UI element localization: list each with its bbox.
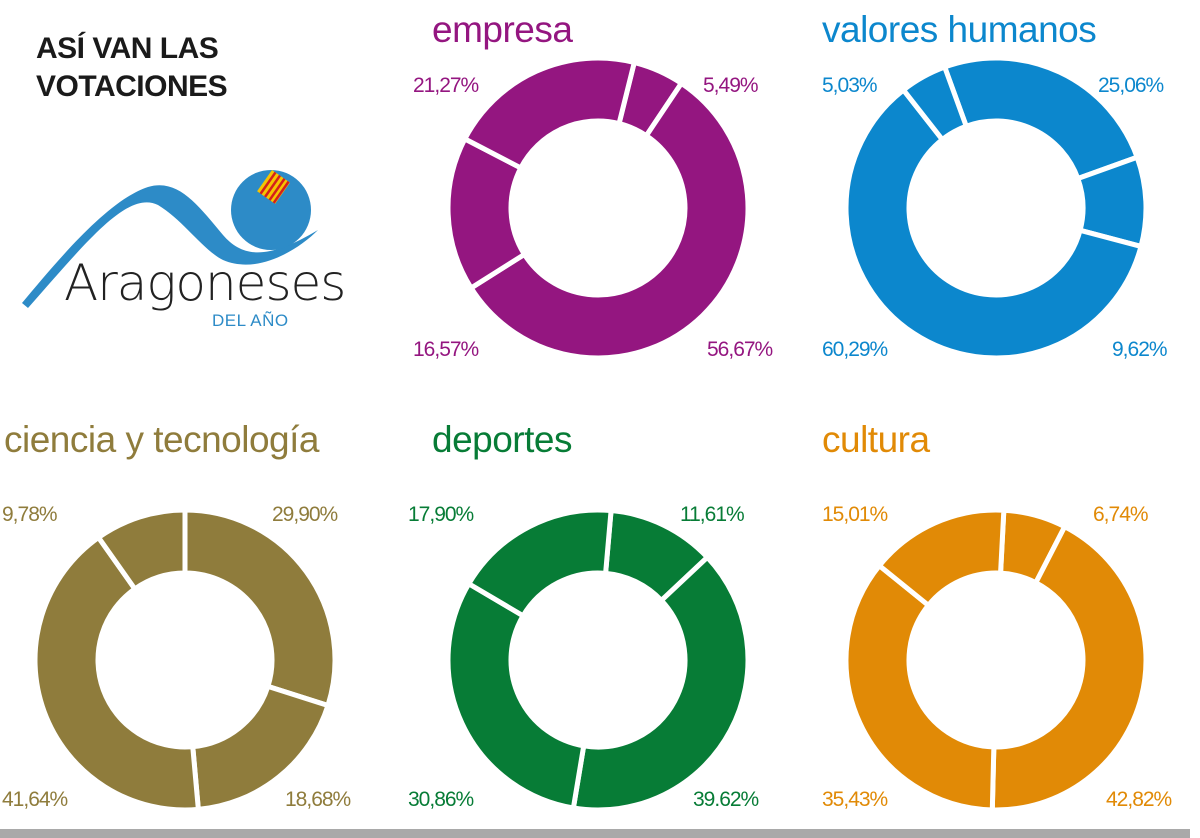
chart-cultura: cultura 15,01% 6,74% 35,43% 42,82% <box>800 410 1200 820</box>
label-top-right: 5,49% <box>703 74 759 97</box>
chart-valores-humanos: valores humanos 5,03% 25,06% 60,29% 9,62… <box>800 0 1200 410</box>
label-top-right: 11,61% <box>680 503 745 526</box>
headline-line-1: ASÍ VAN LAS <box>36 32 219 65</box>
donut-segment <box>190 683 332 813</box>
label-bottom-right: 42,82% <box>1106 788 1172 811</box>
chart-title: ciencia y tecnología <box>4 419 319 460</box>
donut-segment <box>899 63 970 144</box>
label-bottom-left: 35,43% <box>822 788 888 811</box>
label-bottom-right: 56,67% <box>707 338 773 361</box>
label-top-right: 6,74% <box>1093 503 1149 526</box>
chart-empresa: empresa 21,27% 5,49% 16,57% 56,67% <box>400 0 800 410</box>
chart-deportes: deportes 17,90% 11,61% 30,86% 39.62% <box>400 410 800 820</box>
donut-segment <box>465 507 614 620</box>
label-top-left: 9,78% <box>2 503 58 526</box>
label-top-left: 15,01% <box>822 503 888 526</box>
donut-segment <box>843 562 997 813</box>
label-bottom-right: 39.62% <box>693 788 759 811</box>
donut-chart <box>843 55 1149 361</box>
label-bottom-left: 41,64% <box>2 788 68 811</box>
page-headline: ASÍ VAN LAS VOTACIONES <box>36 30 228 106</box>
donut-segment <box>95 507 188 593</box>
donut-segment <box>843 86 1145 361</box>
label-top-left: 17,90% <box>408 503 474 526</box>
headline-line-2: VOTACIONES <box>36 70 228 103</box>
donut-segment <box>445 580 587 811</box>
label-bottom-right: 9,62% <box>1112 338 1168 361</box>
chart-title: valores humanos <box>822 9 1097 50</box>
donut-segment <box>570 553 751 813</box>
label-top-right: 25,06% <box>1098 74 1164 97</box>
donut-segment <box>32 533 202 813</box>
donut-chart <box>445 55 751 361</box>
logo-subtitle: DEL AÑO <box>212 311 289 330</box>
aragoneses-del-ano-logo: Aragoneses DEL AÑO <box>18 160 358 340</box>
donut-segment <box>941 55 1141 182</box>
label-bottom-right: 18,68% <box>285 788 351 811</box>
donut-chart <box>445 507 751 813</box>
donut-segment <box>182 507 338 709</box>
chart-title: deportes <box>432 419 573 460</box>
donut-segment <box>467 79 751 361</box>
logo-wordmark: Aragoneses <box>64 254 346 312</box>
donut-chart <box>32 507 338 813</box>
aragoneses-del-ano-logo-icon <box>22 170 318 308</box>
donut-chart <box>843 507 1149 813</box>
label-bottom-left: 16,57% <box>413 338 479 361</box>
label-top-right: 29,90% <box>272 503 338 526</box>
label-top-left: 21,27% <box>413 74 479 97</box>
donut-segment <box>989 523 1149 813</box>
chart-ciencia-y-tecnologia: ciencia y tecnología 9,78% 29,90% 41,64%… <box>0 410 400 820</box>
label-bottom-left: 30,86% <box>408 788 474 811</box>
donut-segment <box>875 507 1007 609</box>
chart-title: empresa <box>432 9 573 50</box>
donut-segment <box>461 55 638 172</box>
label-top-left: 5,03% <box>822 74 878 97</box>
label-bottom-left: 60,29% <box>822 338 888 361</box>
chart-title: cultura <box>822 419 930 460</box>
bottom-divider-bar <box>0 829 1190 838</box>
